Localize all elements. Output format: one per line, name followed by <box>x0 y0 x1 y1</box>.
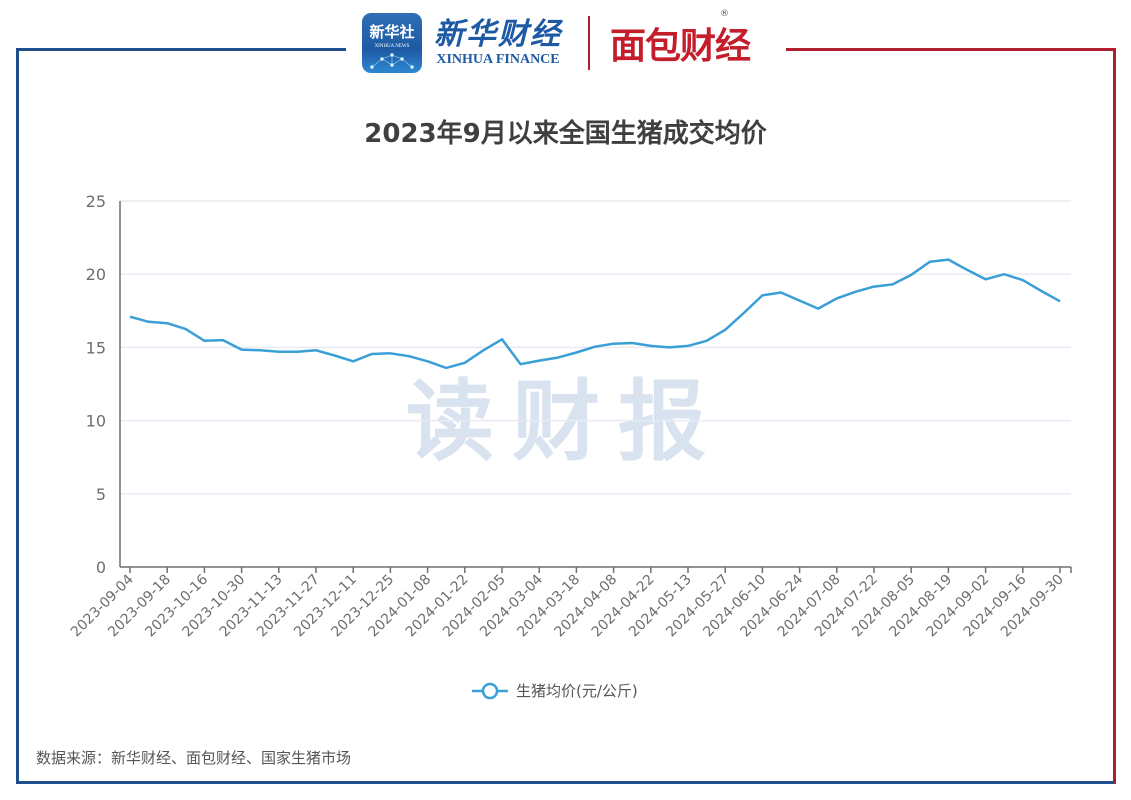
frame-border-blue-top <box>16 48 346 51</box>
legend-label: 生猪均价(元/公斤) <box>516 682 638 700</box>
x-axis-labels: 2023-09-042023-09-182023-10-162023-10-30… <box>68 567 1072 640</box>
y-axis-labels: 0 5 10 15 20 25 <box>86 192 106 577</box>
gridlines <box>120 200 1071 495</box>
data-source-note: 数据来源：新华财经、面包财经、国家生猪市场 <box>36 749 352 767</box>
legend-line-circle-icon <box>472 682 508 699</box>
frame-border-red-right <box>1113 48 1116 784</box>
xinhua-news-app-logo: 新华社 XINHUA NEWS <box>362 13 422 73</box>
logo-bar: 新华社 XINHUA NEWS 新华财经 XINHUA FINANCE 面包财经… <box>362 9 751 74</box>
series-line-pig-price <box>129 258 1061 370</box>
svg-text:0: 0 <box>96 558 106 577</box>
frame-border-red-top <box>786 48 1116 51</box>
svg-text:5: 5 <box>96 485 106 504</box>
svg-text:25: 25 <box>86 192 106 211</box>
xinhua-finance-logo: 新华财经 XINHUA FINANCE <box>434 17 562 68</box>
svg-text:15: 15 <box>86 338 106 357</box>
watermark-text: 读财报 <box>406 370 724 473</box>
mianbao-finance-logo: 面包财经 ® <box>610 9 751 67</box>
chart-title: 2023年9月以来全国生猪成交均价 <box>364 119 767 149</box>
frame-border-blue-bottom <box>16 781 1116 784</box>
svg-text:20: 20 <box>86 265 106 284</box>
svg-text:10: 10 <box>86 412 106 431</box>
frame-border-blue-left <box>16 48 19 784</box>
legend[interactable]: 生猪均价(元/公斤) <box>470 680 638 701</box>
network-icon <box>370 53 414 69</box>
logo-separator <box>588 16 590 70</box>
